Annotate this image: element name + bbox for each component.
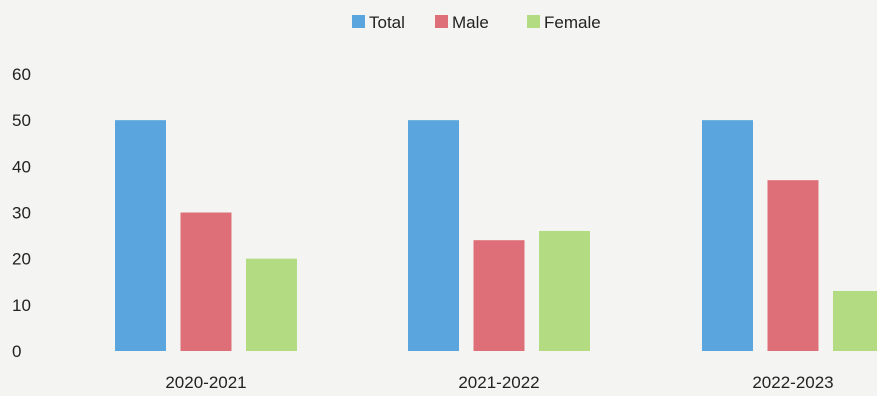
legend-swatch <box>435 15 448 28</box>
y-tick-label: 10 <box>12 296 31 315</box>
legend-item-male: Male <box>435 13 489 32</box>
bar-total-2022-2023 <box>702 120 753 352</box>
x-axis: 2020-2021 2021-2022 2022-2023 <box>165 373 833 392</box>
y-tick-label: 60 <box>12 65 31 84</box>
bar-female-2021-2022 <box>539 230 590 351</box>
legend: Total Male Female <box>352 13 601 32</box>
y-axis: 0 10 20 30 40 50 60 <box>12 65 31 361</box>
legend-item-female: Female <box>527 13 601 32</box>
legend-label: Total <box>369 13 405 32</box>
legend-label: Male <box>452 13 489 32</box>
bars <box>115 120 877 352</box>
x-category-label: 2021-2022 <box>458 373 539 392</box>
legend-swatch <box>527 15 540 28</box>
bar-male-2022-2023 <box>767 180 819 351</box>
x-category-label: 2020-2021 <box>165 373 246 392</box>
y-tick-label: 40 <box>12 157 31 176</box>
y-tick-label: 50 <box>12 111 31 130</box>
bar-female-2020-2021 <box>246 258 297 351</box>
y-tick-label: 0 <box>12 342 21 361</box>
bar-total-2021-2022 <box>408 120 459 352</box>
legend-label: Female <box>544 13 601 32</box>
y-tick-label: 30 <box>12 204 31 223</box>
bar-total-2020-2021 <box>115 120 166 352</box>
bar-male-2021-2022 <box>473 240 525 351</box>
x-category-label: 2022-2023 <box>752 373 833 392</box>
y-tick-label: 20 <box>12 250 31 269</box>
legend-swatch <box>352 15 365 28</box>
bar-female-2022-2023 <box>833 290 877 351</box>
bar-male-2020-2021 <box>180 212 232 351</box>
legend-item-total: Total <box>352 13 405 32</box>
